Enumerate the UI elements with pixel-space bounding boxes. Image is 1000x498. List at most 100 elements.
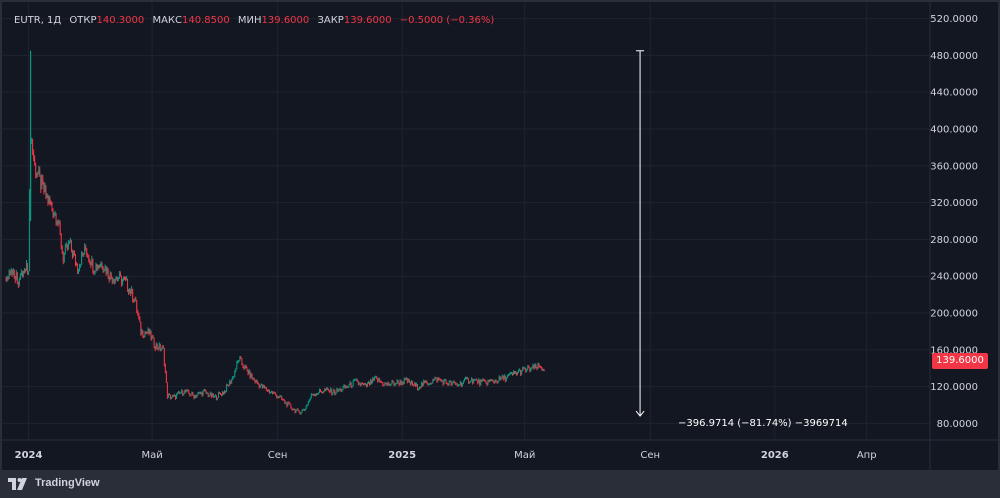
- candle-body: [457, 384, 459, 386]
- candle-body: [352, 381, 354, 386]
- candle-body: [296, 409, 298, 411]
- candle-body: [385, 383, 387, 385]
- candle-body: [205, 391, 207, 394]
- candle-body: [122, 280, 123, 285]
- candle-body: [101, 262, 103, 267]
- candle-body: [435, 378, 437, 379]
- candle-body: [35, 163, 37, 175]
- candle-body: [512, 373, 513, 375]
- candle-body: [28, 270, 29, 272]
- candle-body: [316, 393, 317, 396]
- candle-body: [408, 379, 410, 383]
- candle-body: [389, 384, 391, 386]
- candle-body: [117, 278, 119, 280]
- candle-body: [371, 380, 372, 384]
- candle-body: [157, 347, 159, 350]
- candle-body: [32, 140, 34, 152]
- candle-body: [99, 265, 101, 267]
- candle-body: [144, 332, 146, 336]
- candle-body: [517, 372, 518, 375]
- price-tick-label: 360.0000: [930, 161, 978, 172]
- price-tick-label: 440.0000: [930, 88, 978, 99]
- candle-body: [126, 279, 127, 281]
- candle-body: [326, 388, 328, 391]
- candle-body: [115, 277, 117, 279]
- candle-body: [178, 392, 180, 394]
- candle-body: [513, 371, 514, 375]
- candle-body: [491, 380, 493, 382]
- candle-body: [319, 389, 320, 393]
- candle-body: [504, 375, 506, 381]
- candle-body: [108, 276, 110, 280]
- candle-body: [515, 372, 516, 374]
- candle-body: [121, 275, 122, 285]
- time-axis[interactable]: 2024 Май Сен 2025 Май Сен 2026 Апр: [2, 439, 998, 461]
- candle-body: [492, 380, 494, 382]
- candle-body: [170, 394, 171, 399]
- candle-body: [187, 390, 189, 392]
- candle-body: [291, 407, 293, 410]
- candle-body: [372, 378, 373, 384]
- candle-body: [125, 279, 126, 281]
- candle-body: [119, 274, 120, 279]
- price-axis[interactable]: 520.0000 480.0000 440.0000 400.0000 360.0000…: [929, 2, 978, 470]
- candle-body: [346, 386, 348, 388]
- candle-body: [177, 393, 178, 395]
- candle-body: [541, 367, 543, 370]
- candle-body: [479, 379, 481, 386]
- candle-body: [136, 300, 138, 312]
- candle-body: [380, 381, 382, 383]
- brand-logo[interactable]: TradingView: [8, 475, 100, 491]
- candle-body: [301, 410, 303, 413]
- candle-body: [255, 380, 257, 383]
- candle-body: [458, 384, 460, 386]
- candle-body: [442, 380, 444, 385]
- measure-tool[interactable]: [635, 50, 645, 417]
- candle-body: [318, 392, 319, 394]
- candle-body: [330, 388, 332, 393]
- candle-body: [172, 395, 173, 398]
- candle-body: [418, 388, 419, 390]
- candle-body: [487, 380, 489, 385]
- candle-body: [530, 368, 532, 371]
- candle-body: [392, 381, 394, 383]
- candle-body: [305, 405, 307, 409]
- candle-body: [273, 392, 274, 394]
- candle-body: [33, 151, 35, 159]
- candle-body: [485, 381, 487, 383]
- candle-body: [503, 375, 505, 380]
- candle-body: [391, 381, 393, 385]
- candle-body: [49, 198, 51, 204]
- candle-body: [75, 254, 76, 264]
- candle-body: [134, 299, 136, 301]
- candle-body: [494, 380, 496, 383]
- candle-body: [132, 288, 134, 300]
- candle-body: [324, 389, 326, 392]
- candle-body: [72, 250, 73, 257]
- candle-body: [320, 389, 321, 392]
- candle-body: [200, 392, 202, 394]
- candle-body: [94, 271, 96, 273]
- candle-body: [450, 381, 452, 385]
- candle-body: [78, 269, 79, 272]
- candle-body: [421, 383, 422, 388]
- candle-body: [498, 376, 500, 382]
- candle-body: [37, 174, 39, 176]
- chart-area[interactable]: [2, 2, 998, 470]
- candle-body: [245, 366, 247, 368]
- candle-body: [507, 375, 509, 377]
- candle-body: [221, 394, 222, 396]
- candle-body: [285, 402, 287, 404]
- time-tick-label: Апр: [857, 450, 877, 461]
- candle-body: [5, 278, 7, 280]
- candle-body: [413, 384, 414, 386]
- candle-body: [531, 367, 533, 369]
- candle-body: [131, 288, 133, 294]
- candle-body: [282, 399, 284, 401]
- candle-body: [86, 248, 88, 255]
- candle-body: [42, 178, 44, 184]
- candle-body: [429, 383, 431, 385]
- candle-body: [518, 370, 519, 373]
- candle-body: [41, 178, 43, 190]
